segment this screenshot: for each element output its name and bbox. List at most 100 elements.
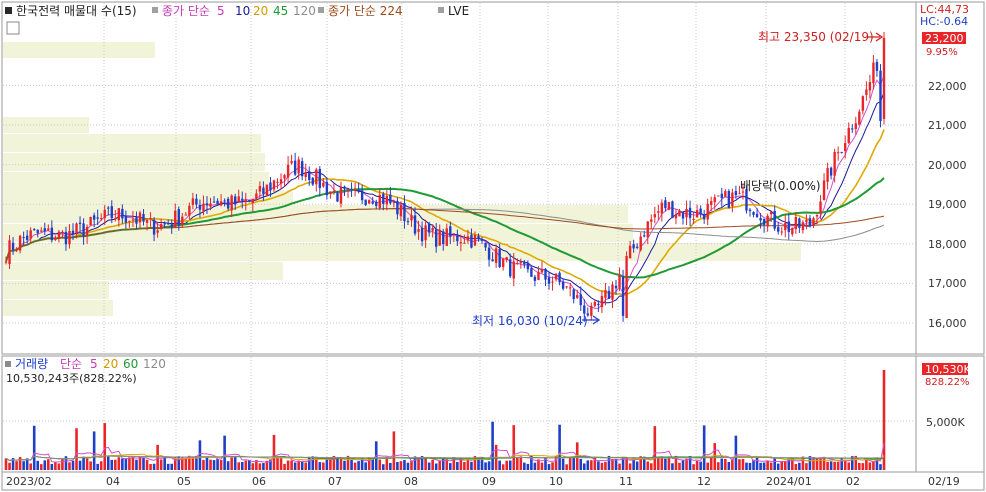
volume-bar — [695, 460, 699, 470]
date-axis — [1, 471, 985, 491]
volume-bar — [720, 458, 724, 470]
candle-body — [484, 242, 487, 248]
candle-body — [865, 89, 868, 95]
volume-bar — [71, 460, 75, 470]
candle-body — [346, 188, 350, 191]
vtick-5000k: 5,000K — [926, 416, 965, 429]
volume-bar — [396, 462, 399, 470]
candle-body — [181, 216, 184, 226]
candle-body — [558, 272, 561, 283]
volume-bar — [459, 457, 463, 470]
volume-bar — [410, 460, 413, 470]
candle-body — [551, 281, 554, 283]
volume-bar — [198, 440, 202, 470]
xtick-02-19: 02/19 — [928, 475, 960, 488]
candle-body — [431, 228, 434, 231]
ytick-22000: 22,000 — [928, 80, 967, 93]
volume-bar — [861, 463, 865, 470]
candle-body — [325, 181, 329, 196]
candle-body — [209, 203, 212, 207]
volume-bar — [114, 459, 117, 470]
volume-bar — [593, 457, 597, 470]
candle-body — [762, 218, 766, 225]
volume-bar — [392, 431, 396, 470]
candle-body — [396, 200, 399, 215]
candle-body — [50, 227, 54, 241]
volume-bar — [628, 463, 632, 470]
candle-body — [600, 295, 604, 308]
candle-body — [315, 169, 318, 185]
candle-body — [741, 191, 745, 193]
candle-body — [674, 214, 678, 219]
volume-bar — [364, 462, 367, 470]
candle-body — [523, 262, 526, 265]
candle-body — [124, 216, 128, 223]
volume-bar — [32, 425, 36, 470]
volume-bar — [759, 462, 762, 470]
volume-bar — [544, 457, 547, 470]
candle-body — [572, 289, 575, 299]
volume-bar — [110, 459, 114, 470]
candle-body — [33, 229, 36, 231]
volume-profile-band — [3, 281, 109, 299]
volume-bar — [463, 461, 466, 470]
volume-bar — [568, 457, 572, 470]
volume-bar — [78, 460, 82, 470]
volume-bar — [597, 461, 600, 470]
volume-bar — [487, 461, 491, 470]
vol-ma120-label: 120 — [143, 357, 166, 371]
volume-bar — [283, 463, 286, 470]
price-axis — [915, 1, 985, 355]
xtick-07: 07 — [328, 475, 342, 488]
volume-bar — [258, 463, 262, 470]
candle-body — [283, 175, 286, 179]
current-price-label: 23,200 — [925, 32, 964, 45]
moving-average-lines — [5, 74, 885, 309]
ytick-20000: 20,000 — [928, 159, 967, 172]
volume-bar — [357, 461, 360, 470]
volume-bar — [773, 458, 776, 470]
volume-bar — [815, 458, 819, 470]
candle-body — [54, 238, 57, 240]
candle-body — [202, 203, 205, 212]
volume-bar — [466, 458, 470, 470]
current-price-box — [922, 32, 966, 44]
volume-bar — [346, 455, 350, 470]
volume-bar — [138, 456, 142, 470]
volume-bar — [329, 457, 332, 470]
volume-bar — [381, 464, 385, 470]
candle-body — [212, 201, 216, 203]
candle-body — [664, 200, 667, 209]
candle-body — [353, 188, 357, 191]
candle-body — [403, 202, 406, 222]
volume-bar — [565, 464, 568, 470]
candle-body — [861, 96, 865, 111]
xtick-06: 06 — [252, 475, 266, 488]
candle-body — [657, 211, 660, 213]
candle-body — [470, 234, 473, 248]
volume-bar — [456, 461, 459, 470]
candle-body — [509, 259, 512, 277]
volume-bar — [561, 458, 565, 470]
volume-bar — [445, 459, 449, 470]
hc-label: HC:-0.64 — [920, 15, 968, 28]
volume-bar — [741, 458, 745, 470]
xtick-02: 02 — [846, 475, 860, 488]
volume-bar — [181, 457, 184, 470]
candle-body — [769, 211, 773, 215]
volume-panel[interactable] — [1, 355, 917, 473]
candle-body — [230, 195, 233, 211]
candle-body — [565, 286, 568, 288]
volume-bar — [293, 462, 297, 470]
volume-bar — [724, 458, 727, 470]
volume-bar — [473, 456, 477, 470]
volume-profile-band — [3, 42, 155, 58]
ma224-line — [5, 208, 885, 262]
candle-body — [311, 177, 314, 185]
volume-bar — [191, 456, 195, 470]
volume-bar — [600, 462, 604, 470]
xtick-05: 05 — [177, 475, 191, 488]
scroll-marker[interactable] — [6, 21, 20, 35]
volume-bar — [233, 456, 237, 470]
